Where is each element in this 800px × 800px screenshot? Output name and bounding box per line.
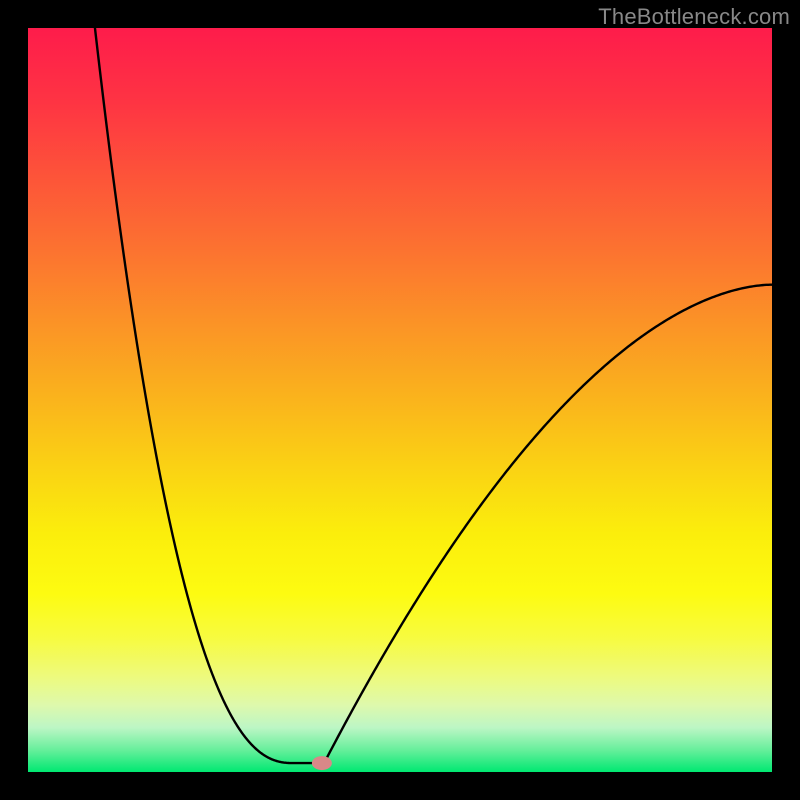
bottleneck-curve-chart: [0, 0, 800, 800]
optimum-marker: [312, 756, 332, 770]
attribution-text: TheBottleneck.com: [598, 4, 790, 30]
chart-container: TheBottleneck.com: [0, 0, 800, 800]
plot-area: [28, 28, 772, 772]
